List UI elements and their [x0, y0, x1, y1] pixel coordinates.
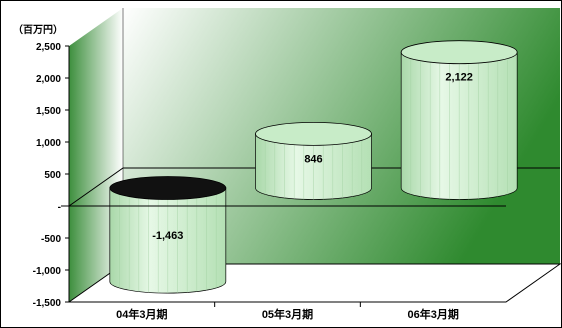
unit-label: （百万円）: [13, 23, 63, 36]
bars: -1,463 846 2,122: [109, 40, 518, 294]
y-tick-label: 1,000: [36, 138, 61, 149]
bar-cap: [109, 176, 227, 200]
x-tick-label: 06年3月期: [407, 307, 458, 321]
x-tick-label: 05年3月期: [262, 307, 313, 321]
bar-cap: [255, 121, 372, 146]
y-tick-label: 1,500: [36, 106, 61, 117]
bar-cap: [400, 40, 518, 65]
y-axis-ticks: 2,500 2,000 1,500 1,000 500 - -500 -1,000 -1,500: [33, 42, 69, 309]
bar-value-label: -1,463: [152, 230, 183, 242]
bar-value-label: 846: [304, 153, 322, 165]
y-tick-label: 2,500: [36, 42, 61, 53]
y-tick-label: -500: [41, 234, 61, 245]
bar-04年3月期: -1,463: [109, 176, 227, 294]
y-tick-label: -: [58, 202, 61, 213]
x-axis-labels: 04年3月期 05年3月期 06年3月期: [116, 302, 459, 321]
y-tick-label: 2,000: [36, 74, 61, 85]
y-tick-label: 500: [44, 170, 61, 181]
bar-06年3月期: 2,122: [400, 40, 518, 200]
y-tick-label: -1,500: [33, 298, 62, 309]
x-tick-label: 04年3月期: [116, 307, 167, 321]
bar-value-label: 2,122: [445, 72, 473, 84]
y-tick-label: -1,000: [33, 266, 62, 277]
bar-05年3月期: 846: [255, 121, 372, 200]
